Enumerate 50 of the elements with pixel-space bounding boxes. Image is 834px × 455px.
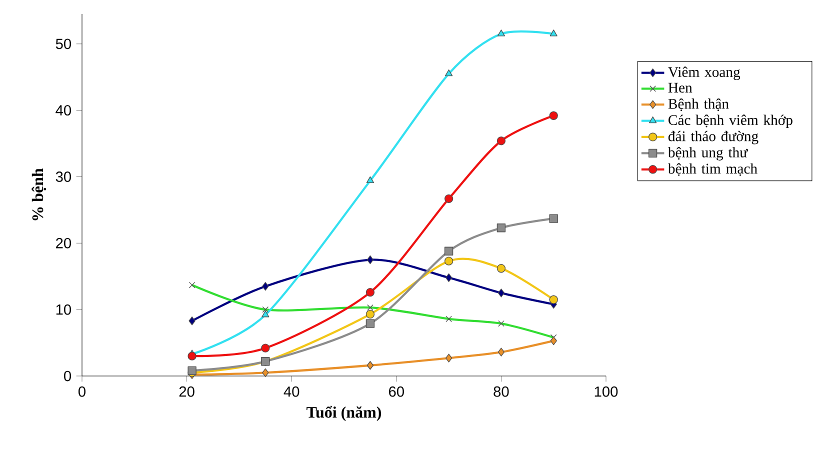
point [262, 368, 269, 378]
y-axis-title: % bệnh [32, 168, 46, 220]
point [444, 194, 454, 203]
x-tick-label: 100 [594, 386, 618, 397]
point [445, 273, 452, 282]
point [549, 295, 558, 304]
y-tick-label: 30 [56, 172, 72, 182]
point [188, 316, 196, 326]
x-tick-label: 0 [78, 386, 86, 397]
point [444, 246, 454, 256]
point [445, 354, 452, 362]
point [261, 344, 270, 352]
point [496, 224, 506, 232]
x-tick-label: 20 [179, 386, 194, 397]
point [366, 288, 375, 297]
y-tick-label: 40 [56, 105, 72, 116]
point [550, 30, 558, 36]
legend-label: đái tháo đường [668, 130, 758, 144]
legend-label: Hen [668, 82, 692, 93]
point [497, 30, 506, 36]
point [498, 348, 505, 356]
legend-label: bệnh tim mạch [668, 163, 758, 176]
point [188, 352, 196, 360]
point [498, 288, 505, 298]
point [366, 176, 374, 184]
point [549, 214, 558, 223]
point [550, 336, 557, 346]
point [366, 319, 375, 328]
x-axis-title: Tuổi (năm) [306, 406, 382, 421]
x-tick-label: 80 [494, 386, 509, 397]
point [262, 310, 270, 318]
point [496, 136, 506, 146]
y-tick-label: 0 [64, 370, 72, 382]
legend-label: bệnh ung thư [668, 147, 748, 160]
point [549, 111, 558, 120]
legend-label: Bệnh thận [668, 98, 729, 112]
point [262, 282, 269, 291]
y-tick-label: 20 [56, 238, 72, 248]
y-tick-label: 10 [56, 304, 72, 315]
point [366, 361, 374, 370]
point [496, 264, 506, 273]
point [445, 69, 453, 76]
legend-label: Viêm xoang [668, 66, 740, 80]
legend-label: Các bệnh viêm khớp [668, 114, 792, 128]
x-tick-label: 40 [284, 386, 300, 397]
point [444, 256, 454, 266]
x-tick-label: 60 [389, 386, 404, 397]
y-tick-label: 50 [56, 38, 72, 50]
point [366, 310, 375, 319]
point [366, 255, 374, 264]
